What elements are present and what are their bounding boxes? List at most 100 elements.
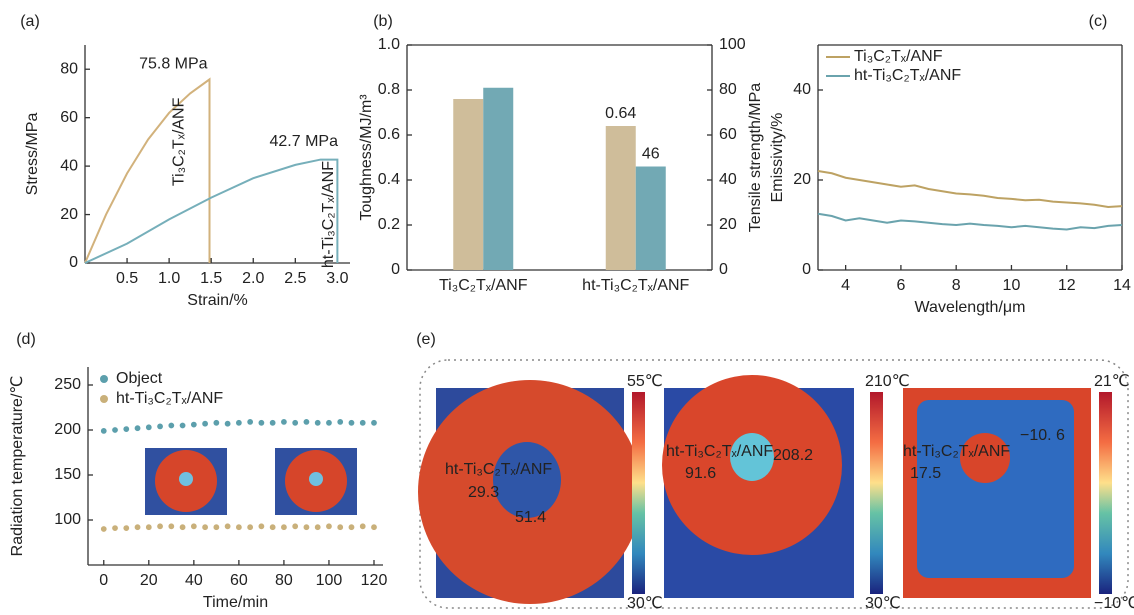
colorbar [632, 392, 645, 594]
scale-min: 30℃ [627, 595, 663, 612]
panel-label: (c) [1089, 13, 1108, 30]
line [818, 214, 1122, 230]
y2-axis-label: Tensile strength/MPa [747, 83, 764, 233]
y-tick-label: 20 [793, 171, 811, 188]
x-tick-label: 8 [952, 277, 961, 294]
x-axis-label: Time/min [203, 594, 268, 611]
panel-label: (b) [373, 13, 393, 30]
y-tick-label: 60 [719, 126, 737, 143]
y-tick-label: 60 [60, 109, 78, 126]
point [168, 422, 174, 428]
x-tick-label: 14 [1113, 277, 1131, 294]
colorbar [870, 392, 883, 594]
legend-label: ht-Ti₃C₂Tₓ/ANF [116, 390, 223, 407]
y-tick-label: 250 [54, 376, 81, 393]
point [258, 420, 264, 426]
x-tick-label: 100 [316, 572, 343, 589]
bar [453, 99, 483, 270]
annotation: 75.8 MPa [139, 56, 208, 73]
bar [636, 167, 666, 271]
point [112, 427, 118, 433]
point [348, 524, 354, 530]
y-tick-label: 0.6 [378, 126, 400, 143]
legend-swatch [100, 395, 108, 403]
point [134, 524, 140, 530]
x-axis-label: Wavelength/μm [915, 299, 1026, 316]
x-tick-label: 80 [275, 572, 293, 589]
x-tick-label: 0 [99, 572, 108, 589]
point [168, 523, 174, 529]
bar [606, 126, 636, 270]
inset-images [145, 448, 357, 515]
sample-label: ht-Ti₃C₂Tₓ/ANF [445, 461, 552, 478]
point [337, 419, 343, 425]
point [146, 524, 152, 530]
point [101, 526, 107, 532]
legend-label: Ti₃C₂Tₓ/ANF [854, 48, 943, 65]
y-tick-label: 40 [60, 157, 78, 174]
point [157, 423, 163, 429]
point [146, 424, 152, 430]
point [360, 523, 366, 529]
y-tick-label: 20 [719, 216, 737, 233]
scale-max: 55℃ [627, 373, 663, 390]
colorbar [1099, 392, 1112, 594]
panel-label: (d) [16, 331, 36, 348]
point [191, 421, 197, 427]
y-tick-label: 40 [719, 171, 737, 188]
temperature-reading: 17.5 [910, 465, 941, 482]
point [371, 420, 377, 426]
y-tick-label: 0 [69, 254, 78, 271]
y-tick-label: 100 [719, 36, 746, 53]
x-tick-label: Ti₃C₂Tₓ/ANF [439, 277, 528, 294]
thermal-images [418, 360, 1128, 608]
y-tick-label: 40 [793, 81, 811, 98]
panel-label: (a) [20, 13, 40, 30]
legend-swatch [100, 375, 108, 383]
sample-label: ht-Ti₃C₂Tₓ/ANF [666, 443, 773, 460]
point [269, 420, 275, 426]
scale-min: −10℃ [1094, 595, 1134, 612]
y-tick-label: 0 [802, 261, 811, 278]
point [134, 425, 140, 431]
value-label: 0.64 [605, 105, 636, 122]
point [247, 524, 253, 530]
series-label: Ti₃C₂Tₓ/ANF [170, 97, 187, 186]
x-tick-label: 120 [361, 572, 388, 589]
point [123, 525, 129, 531]
point [326, 523, 332, 529]
y-tick-label: 20 [60, 206, 78, 223]
temperature-reading: 208.2 [773, 447, 813, 464]
x-tick-label: 4 [841, 277, 850, 294]
y-tick-label: 80 [60, 60, 78, 77]
point [360, 420, 366, 426]
y-axis-label: Radiation temperature/℃ [9, 376, 26, 557]
point [224, 421, 230, 427]
temperature-reading: 91.6 [685, 465, 716, 482]
scale-max: 21℃ [1094, 373, 1130, 390]
annotation: 42.7 MPa [269, 133, 338, 150]
figure: 0.51.01.52.02.53.0020406080(a)Strain/%St… [0, 0, 1134, 615]
y-tick-label: 0.4 [378, 171, 400, 188]
x-tick-label: 0.5 [116, 270, 138, 287]
point [191, 523, 197, 529]
point [281, 419, 287, 425]
x-tick-label: 2.5 [284, 270, 306, 287]
x-tick-label: 40 [185, 572, 203, 589]
point [292, 420, 298, 426]
x-tick-label: 12 [1058, 277, 1076, 294]
point [348, 420, 354, 426]
x-tick-label: 20 [140, 572, 158, 589]
line [85, 160, 337, 263]
legend-label: Object [116, 370, 163, 387]
x-tick-label: 1.0 [158, 270, 180, 287]
point [224, 523, 230, 529]
x-axis-label: Strain/% [187, 292, 247, 309]
point [202, 524, 208, 530]
x-tick-label: 1.5 [200, 270, 222, 287]
point [123, 426, 129, 432]
y-tick-label: 0 [719, 261, 728, 278]
point [236, 524, 242, 530]
x-tick-label: 3.0 [326, 270, 348, 287]
point [292, 523, 298, 529]
